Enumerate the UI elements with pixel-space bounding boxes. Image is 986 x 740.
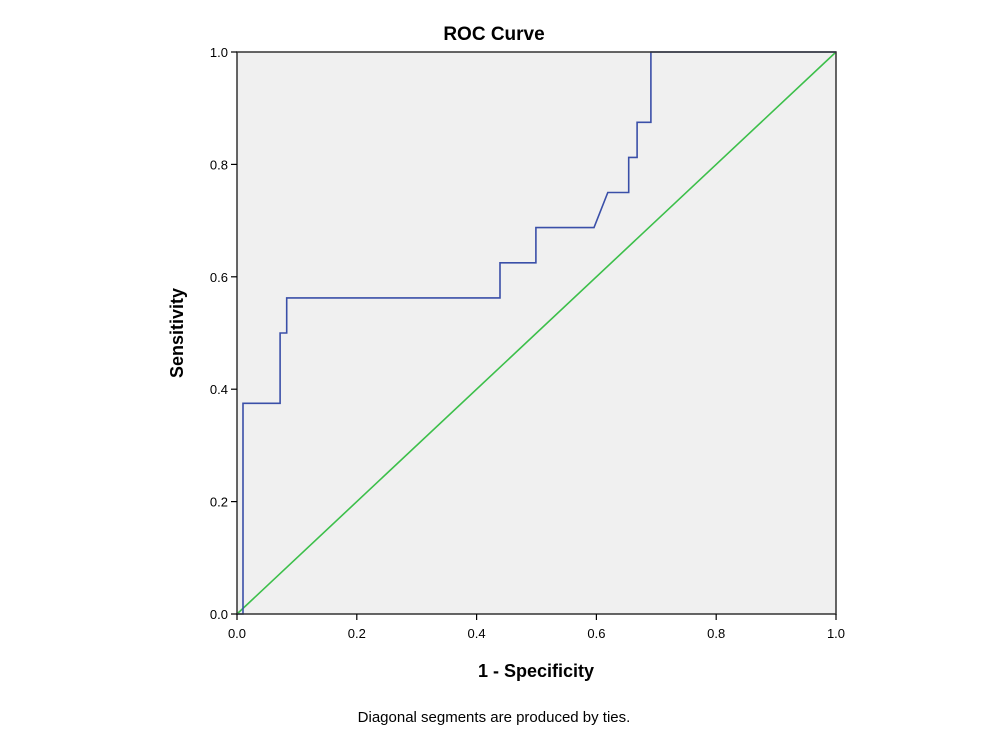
x-axis-label: 1 - Specificity xyxy=(478,661,594,681)
y-tick-label: 0.4 xyxy=(210,382,228,397)
roc-curve-line xyxy=(237,51,836,615)
plot-frame xyxy=(236,51,837,615)
x-tick-label: 0.2 xyxy=(348,626,366,641)
x-tick-label: 0.6 xyxy=(587,626,605,641)
y-tick-label: 0.2 xyxy=(210,495,228,510)
y-axis-label: Sensitivity xyxy=(167,288,187,378)
y-tick-label: 0.0 xyxy=(210,607,228,622)
y-tick-label: 0.6 xyxy=(210,270,228,285)
x-tick-label: 0.0 xyxy=(228,626,246,641)
x-tick-label: 0.8 xyxy=(707,626,725,641)
reference-diagonal-line xyxy=(236,51,837,615)
footnote: Diagonal segments are produced by ties. xyxy=(358,709,631,726)
x-tick-label: 0.4 xyxy=(468,626,486,641)
chart-title: ROC Curve xyxy=(443,24,544,45)
y-tick-label: 0.8 xyxy=(210,157,228,172)
x-tick-label: 1.0 xyxy=(827,626,845,641)
y-tick-label: 1.0 xyxy=(210,45,228,60)
